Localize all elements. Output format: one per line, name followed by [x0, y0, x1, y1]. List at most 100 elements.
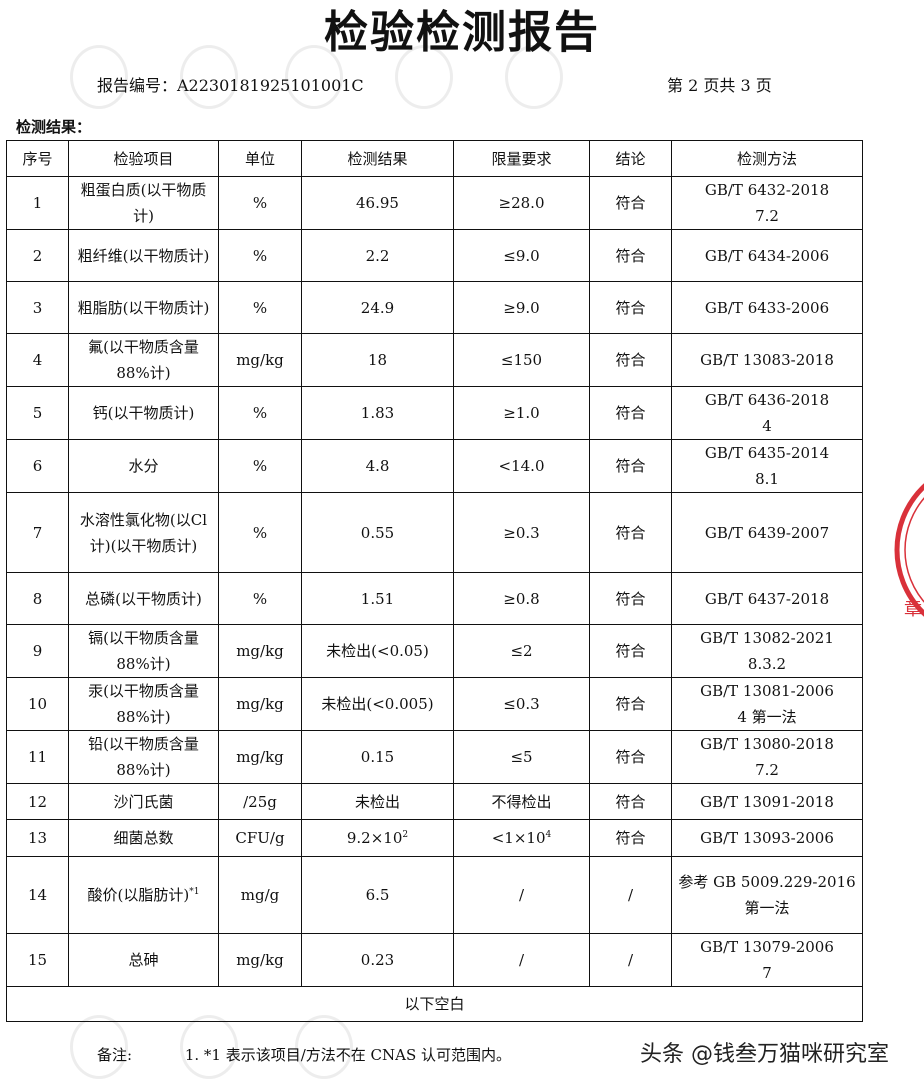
remark-1: 1. *1 表示该项目/方法不在 CNAS 认可范围内。 [184, 1046, 512, 1064]
table-row: 5 钙(以干物质计)% 1.83 ≥1.0 符合 GB/T 6436-2018 4 [6, 386, 863, 440]
table-row: 12 沙门氏菌/25g 未检出 不得检出 符合 GB/T 13091-2018 [6, 783, 863, 820]
superscript: *1 [189, 887, 200, 897]
cell-unit-text: mg/g [240, 886, 280, 904]
cell-unit: mg/kg [218, 333, 302, 387]
cell-limit-text: 不得检出 [491, 792, 552, 811]
cell-unit-text: % [252, 457, 268, 475]
cell-item-text: 水溶性氯化物(以Cl计)(以干物质计) [79, 510, 208, 555]
cell-no: 12 [6, 783, 69, 820]
cell-conclusion: 符合 [589, 439, 672, 493]
cell-limit-text: / [518, 951, 525, 969]
cell-method: GB/T 13079-2006 7 [671, 933, 863, 987]
cell-unit: % [218, 386, 302, 440]
cell-no: 7 [6, 492, 69, 573]
cell-item: 铅(以干物质含量88%计) [68, 730, 219, 784]
cell-result-text: 未检出(<0.005) [321, 695, 434, 713]
table-row: 14 酸价(以脂肪计)*1 mg/g 6.5 / / 参考 GB 5009.229-2016… [6, 856, 863, 934]
cell-unit-text: mg/kg [236, 695, 284, 713]
cell-no: 1 [6, 176, 69, 230]
cell-unit: CFU/g [218, 819, 302, 857]
method-line: GB/T 6435-2014 [704, 444, 830, 462]
blank-row: 以下空白 [6, 986, 863, 1022]
cell-conclusion-text: 符合 [615, 404, 646, 422]
cell-item: 氟(以干物质含量88%计) [68, 333, 219, 387]
cell-item: 细菌总数 [68, 819, 219, 857]
cell-result-text: 18 [367, 351, 388, 369]
cell-limit: <1×104 [453, 819, 590, 857]
column-header: 检测方法 [671, 140, 863, 177]
cell-limit-text: ≤2 [510, 642, 533, 660]
cell-item: 粗纤维(以干物质计) [68, 229, 219, 282]
cell-unit-text: % [252, 246, 268, 265]
table-row: 9 镉(以干物质含量88%计) mg/kg 未检出(<0.05) ≤2 符合 GB/T 13… [6, 624, 863, 678]
cell-unit-text: /25g [243, 792, 277, 811]
blank-note: 以下空白 [6, 986, 863, 1022]
cell-limit: 不得检出 [453, 783, 590, 820]
method-line: GB/T 13082-2021 [700, 629, 834, 647]
cell-no: 13 [6, 819, 69, 857]
method-line: GB/T 13079-2006 [700, 938, 834, 956]
svg-text:章: 章 [904, 599, 922, 620]
cell-result-text: 0.15 [360, 748, 395, 766]
cell-conclusion: / [589, 933, 672, 987]
table-row: 4 氟(以干物质含量88%计) mg/kg 18 ≤150 符合 GB/T 13083-20… [6, 333, 863, 387]
table-row: 7 水溶性氯化物(以Cl计)(以干物质计)% 0.55 ≥0.3 符合 GB/T 6439… [6, 492, 863, 573]
table-row: 11 铅(以干物质含量88%计) mg/kg 0.15 ≤5 符合 GB/T 13080-2… [6, 730, 863, 784]
cell-limit: ≥0.8 [453, 572, 590, 625]
column-header: 限量要求 [453, 140, 590, 177]
cell-conclusion: 符合 [589, 730, 672, 784]
method-line: 7.2 [755, 207, 779, 225]
method-line: GB/T 13091-2018 [700, 792, 834, 811]
cell-unit: % [218, 176, 302, 230]
cell-limit-text: ≥1.0 [503, 404, 540, 422]
cell-item-text: 氟(以干物质含量88%计) [88, 338, 199, 382]
cell-unit: % [218, 439, 302, 493]
cell-limit-text: ≥28.0 [498, 194, 545, 212]
section-title: 检测结果： [16, 118, 92, 136]
cell-no: 4 [6, 333, 69, 387]
method-line: 4 第一法 [737, 708, 797, 726]
cell-conclusion: 符合 [589, 819, 672, 857]
method-line: GB/T 13080-2018 [700, 735, 834, 753]
cell-conclusion-text: 符合 [615, 589, 646, 608]
cell-conclusion-text: 符合 [615, 298, 646, 317]
table-row: 3 粗脂肪(以干物质计)% 24.9 ≥9.0 符合 GB/T 6433-2006 [6, 281, 863, 334]
cell-no-text: 1 [32, 194, 43, 212]
cell-no-text: 8 [32, 589, 43, 608]
cell-no: 2 [6, 229, 69, 282]
cell-item: 镉(以干物质含量88%计) [68, 624, 219, 678]
cell-conclusion: 符合 [589, 492, 672, 573]
cell-no: 5 [6, 386, 69, 440]
table-row: 6 水分% 4.8 <14.0 符合 GB/T 6435-2014 8.1 [6, 439, 863, 493]
cell-conclusion-text: 符合 [615, 748, 646, 766]
cell-no-text: 15 [27, 951, 48, 969]
table-row: 10 汞(以干物质含量88%计) mg/kg 未检出(<0.005) ≤0.3 符合 GB/… [6, 677, 863, 731]
cell-conclusion-text: 符合 [615, 194, 646, 212]
column-header: 结论 [589, 140, 672, 177]
cell-method: 参考 GB 5009.229-2016 第一法 [671, 856, 863, 934]
cell-limit-text: ≤9.0 [503, 246, 540, 265]
cell-item-text: 镉(以干物质含量88%计) [88, 629, 199, 673]
cell-item: 沙门氏菌 [68, 783, 219, 820]
cell-limit: ≥0.3 [453, 492, 590, 573]
cell-no: 14 [6, 856, 69, 934]
results-table: 序号 检验项目 单位 检测结果 限量要求 结论 检测方法 1 粗蛋白质(以干物质计)% 46.95… [6, 140, 863, 1022]
cell-result: 0.23 [301, 933, 454, 987]
cell-no: 10 [6, 677, 69, 731]
cell-unit-text: mg/kg [236, 642, 284, 660]
cell-conclusion: 符合 [589, 333, 672, 387]
cell-no-text: 11 [27, 748, 48, 766]
cell-no-text: 9 [32, 642, 43, 660]
watermark: 头条 @钱叁万猫咪研究室 [640, 1042, 889, 1067]
cell-unit: % [218, 572, 302, 625]
remarks: 备注: 1. *1 表示该项目/方法不在 CNAS 认可范围内。 [97, 1044, 511, 1065]
cell-item: 粗脂肪(以干物质计) [68, 281, 219, 334]
cell-unit: mg/kg [218, 730, 302, 784]
method-line: GB/T 6434-2006 [704, 246, 830, 265]
remarks-label: 备注: [97, 1046, 133, 1064]
cell-limit: ≤5 [453, 730, 590, 784]
cell-item-text: 沙门氏菌 [113, 792, 174, 811]
method-line: 7.2 [755, 761, 779, 779]
cell-no-text: 2 [32, 246, 43, 265]
cell-unit: mg/kg [218, 933, 302, 987]
